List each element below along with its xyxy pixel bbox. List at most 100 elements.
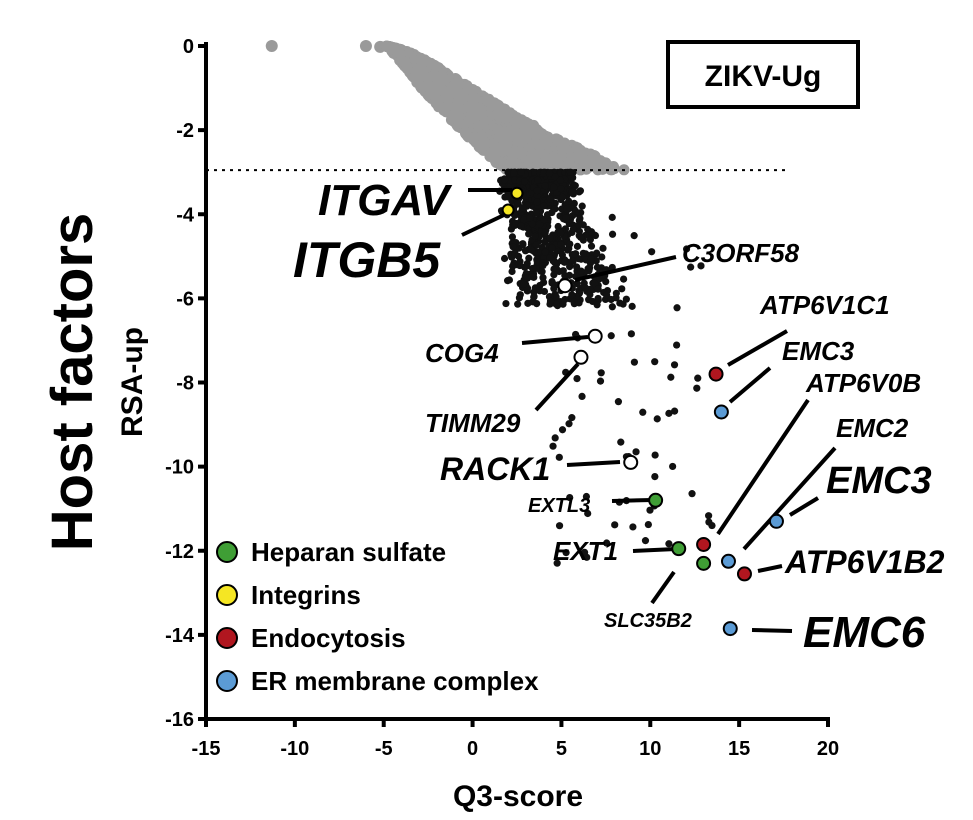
background-point [467,132,479,144]
hit-point [665,409,673,417]
highlighted-point-atp6v1b2 [736,566,752,582]
connector-emc3 [788,496,820,517]
highlighted-point-emc6 [722,621,738,637]
background-point [390,45,402,57]
hit-point [548,244,556,252]
hit-point [573,242,582,250]
background-point [414,54,426,66]
gene-label-c3orf58: C3ORF58 [682,238,800,268]
connector-rack1 [566,460,621,467]
legend-label-er-membrane-complex: ER membrane complex [251,666,539,696]
hit-point [523,262,531,270]
hit-point [630,232,638,240]
hit-point [568,414,576,422]
hit-point [617,438,625,446]
y-axis-title: Host factors [40,213,105,551]
hit-point [561,257,569,265]
hit-point [521,247,530,255]
hit-point [582,492,591,501]
hit-point [622,295,630,303]
background-point [382,41,394,53]
hit-point [536,287,544,295]
x-tick-label: 20 [817,738,839,760]
hit-point [682,245,691,253]
hit-point [593,263,602,271]
hit-point [533,191,541,200]
hit-point [608,230,617,238]
background-point [487,97,499,109]
background-points [265,40,630,176]
x-tick-label: 0 [467,738,478,760]
hit-point [569,225,577,233]
hit-point [555,522,564,530]
hit-point [618,285,626,293]
hit-point [573,375,581,383]
hit-point [558,426,567,434]
background-point [592,164,604,176]
hit-point [517,168,525,176]
background-point [522,159,534,171]
connector-slc35b2 [650,570,676,605]
hit-point [641,537,650,545]
hit-point [705,512,713,520]
hit-point [577,233,585,241]
title-badge-box [666,40,860,109]
hit-point [552,300,560,308]
hit-point [528,273,536,281]
hit-point [562,214,570,222]
hit-point [533,258,541,266]
connector-ext1 [632,547,677,553]
hit-point [517,222,525,230]
hit-point [525,254,533,262]
hit-point [697,262,705,270]
hit-point [553,559,561,567]
highlighted-point-ext1 [671,541,687,557]
gene-label-emc2: EMC2 [836,413,909,443]
hit-point [582,256,590,264]
background-point [432,101,444,113]
hit-point [511,176,519,184]
hit-point [519,204,527,212]
background-point [436,70,448,82]
connector-atp6v1b2 [757,564,783,573]
x-tick-label: -5 [375,738,393,760]
hit-point [632,448,640,456]
legend: Heparan sulfate Integrins Endocytosis ER me… [216,537,539,696]
hit-point [550,285,558,293]
hit-point [596,377,605,385]
hit-point [564,246,572,254]
hit-point [673,304,681,312]
background-point [501,138,513,150]
background-point [506,146,518,158]
gene-label-emc3: EMC3 [826,460,932,502]
y-tick-label: -12 [165,541,194,563]
gene-label-itgav: ITGAV [318,176,453,225]
hit-point [520,216,528,224]
hit-point [565,197,573,205]
legend-label-integrins: Integrins [251,580,361,610]
axes: 0 -2 -4 -6 -8 -10 -12 -14 -16 -15 -10 -5 0 5 10 15 20 [165,36,839,760]
highlighted-points [501,186,784,637]
hit-point [648,248,656,256]
hit-point [546,234,554,242]
highlighted-point-cog4 [587,328,603,344]
hit-point [574,221,582,230]
hit-point [578,392,586,401]
hit-point [565,271,574,279]
hit-point [550,271,558,279]
background-point [541,136,553,148]
hit-point [611,521,619,529]
hit-point [528,246,536,254]
connector-atp6v0b [716,398,810,536]
hit-point [608,303,616,311]
gene-label-itgb5: ITGB5 [293,232,441,288]
highlighted-point-extl3 [648,492,664,508]
background-point [498,159,510,171]
hit-point [586,264,594,272]
background-point [505,127,517,139]
legend-marker-endocytosis [216,627,238,649]
hit-point [533,186,541,195]
hit-point [581,548,589,556]
x-tick-label: -15 [192,738,221,760]
hit-point [516,257,524,265]
